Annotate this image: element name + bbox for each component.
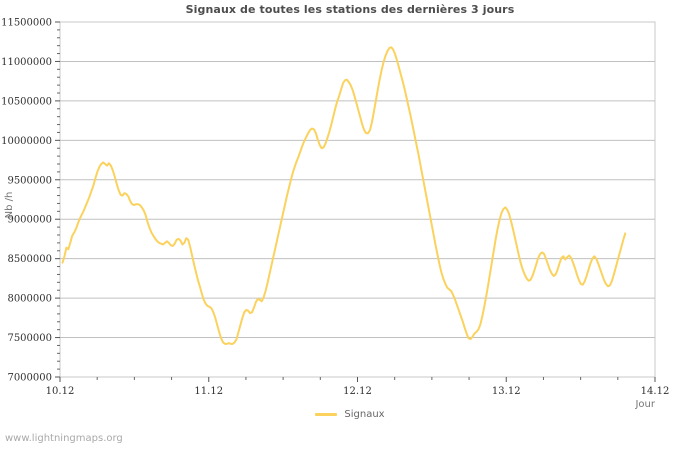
- x-tick-label: 10.12: [46, 386, 75, 397]
- data-series-group: [61, 46, 627, 345]
- y-tick-label: 10000000: [1, 136, 52, 147]
- y-axis-tick-labels: 7000000 7500000 8000000 8500000 9000000 95000…: [1, 18, 52, 384]
- legend-item-label: Signaux: [344, 409, 385, 420]
- chart-title: Signaux de toutes les stations des derni…: [185, 3, 515, 16]
- watermark-text: www.lightningmaps.org: [5, 433, 123, 444]
- plot-frame: [59, 21, 656, 378]
- y-tick-label: 11000000: [1, 57, 52, 68]
- plot-background: [59, 21, 656, 378]
- x-tick-label: 11.12: [194, 386, 223, 397]
- x-axis-ticks: [59, 377, 656, 382]
- y-tick-label: 10500000: [1, 96, 52, 107]
- x-tick-label: 12.12: [343, 386, 372, 397]
- x-tick-label: 13.12: [492, 386, 521, 397]
- x-axis-label: Jour: [634, 399, 655, 410]
- legend-color-swatch: [315, 413, 338, 416]
- x-tick-label: 14.12: [641, 386, 670, 397]
- y-axis-ticks: [55, 21, 60, 378]
- y-axis-label: Nb /h: [4, 192, 15, 219]
- y-tick-label: 11500000: [1, 18, 52, 29]
- y-tick-label: 8000000: [7, 294, 52, 305]
- y-tick-label: 9000000: [7, 215, 52, 226]
- chart-legend: Signaux: [0, 409, 700, 420]
- y-tick-label: 7500000: [7, 333, 52, 344]
- y-tick-label: 7000000: [7, 373, 52, 384]
- grid-lines: [60, 60, 655, 339]
- y-tick-label: 8500000: [7, 254, 52, 265]
- y-tick-label: 9500000: [7, 175, 52, 186]
- x-axis-tick-labels: 10.12 11.12 12.12 13.12 14.12: [46, 386, 670, 397]
- series-line-signaux: [61, 46, 627, 345]
